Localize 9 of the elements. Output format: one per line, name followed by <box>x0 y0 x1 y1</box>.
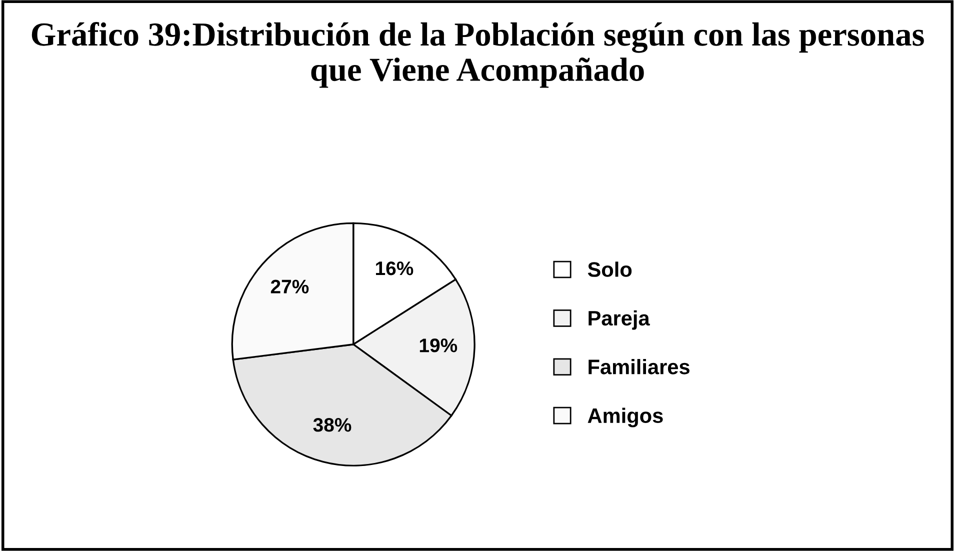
data-label: 16% <box>376 261 414 276</box>
legend-label: Amigos <box>588 408 663 428</box>
chart-title: Gráfico 39:Distribución de la Población según con las personas que Viene Acompañado <box>32 22 924 88</box>
legend-label: Familiares <box>588 359 690 374</box>
legend-label: Pareja <box>588 310 650 330</box>
data-label: 27% <box>270 280 309 294</box>
data-label: 38% <box>313 418 352 432</box>
data-label: 19% <box>420 338 458 352</box>
legend-label: Solo <box>588 262 632 277</box>
